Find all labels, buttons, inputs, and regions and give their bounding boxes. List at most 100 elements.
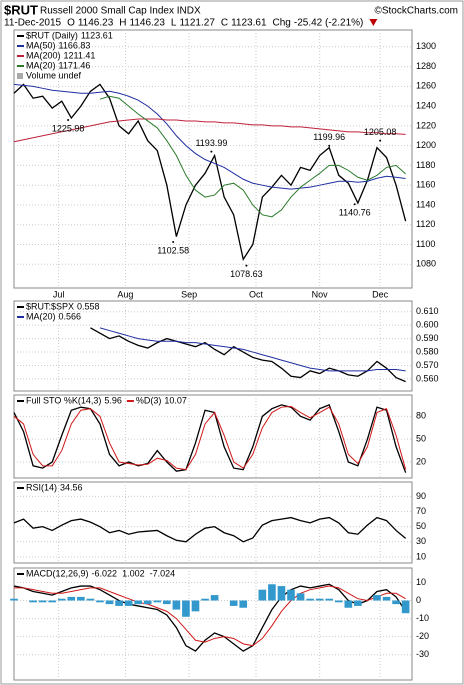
legend-label: MACD(12,26,9): [26, 568, 89, 578]
quote-value: 1146.23: [130, 18, 166, 29]
y-tick-label: 1120: [416, 219, 435, 229]
histogram-bar: [67, 596, 76, 601]
x-tick-label: Dec: [372, 289, 389, 299]
quote-value: 1121.27: [179, 18, 215, 29]
legend-label: MA(200): [26, 50, 61, 60]
annotation-point: [328, 144, 331, 147]
histogram-bar: [153, 600, 162, 603]
legend-label: $RUT (Daily): [26, 30, 78, 40]
legend-label: MA(20): [26, 311, 56, 321]
series-line: [13, 405, 407, 471]
y-tick-label: 10: [416, 551, 426, 561]
y-tick-label: 10: [416, 577, 426, 587]
series-line: [90, 327, 406, 383]
histogram-bar: [344, 600, 353, 608]
quote-value: 1123.61: [231, 18, 267, 29]
y-tick-label: -30: [416, 649, 429, 659]
legend-value: 10.07: [164, 395, 187, 405]
y-tick-label: 1220: [416, 120, 436, 130]
histogram-bar: [268, 584, 276, 601]
legend-value: 1123.61: [81, 30, 113, 40]
histogram-bar: [277, 586, 286, 601]
x-tick-label: Jul: [53, 289, 65, 299]
series-line: [13, 583, 407, 652]
histogram-bar: [77, 596, 85, 601]
histogram-bar: [229, 600, 238, 606]
legend-value: -7.024: [150, 568, 176, 578]
legend-value: 1211.41: [64, 50, 96, 60]
histogram-bar: [354, 600, 362, 606]
quote-label: H: [119, 18, 126, 29]
y-tick-label: 50: [416, 521, 426, 531]
series-line: [13, 83, 406, 190]
y-tick-label: 80: [416, 411, 426, 421]
legend-label: MA(50): [26, 40, 56, 50]
y-tick-label: 50: [416, 434, 426, 444]
histogram-bar: [373, 595, 381, 601]
histogram-bar: [287, 589, 295, 601]
legend-value: 1166.83: [59, 40, 91, 50]
histogram-bar: [182, 600, 190, 617]
y-tick-label: 30: [416, 536, 426, 546]
y-tick-label: 1100: [416, 239, 435, 249]
y-tick-label: 90: [416, 491, 426, 501]
annotation-point: [172, 240, 175, 243]
legend-note: Volume undef: [26, 70, 82, 80]
histogram-bar: [57, 598, 66, 601]
annotation-label: 1140.76: [339, 208, 371, 218]
histogram-bar: [124, 600, 133, 606]
legend-label: Full STO %K(14,3): [26, 395, 101, 405]
series-line: [13, 516, 407, 543]
histogram-bar: [239, 600, 248, 608]
panel-frame: [13, 394, 413, 479]
quote-label: L: [171, 18, 177, 29]
histogram-bar: [201, 598, 209, 601]
series-line: [13, 404, 407, 473]
annotation-label: 1205.08: [364, 127, 397, 137]
y-tick-label: 0.610: [416, 306, 439, 316]
symbol: $RUT: [4, 2, 38, 17]
histogram-bar: [38, 600, 47, 603]
annotation-label: 1199.96: [313, 132, 345, 142]
histogram-bar: [334, 600, 343, 603]
annotation-point: [245, 264, 248, 267]
histogram-bar: [96, 600, 104, 603]
y-tick-label: 20: [416, 456, 426, 466]
quote-value: -25.42 (-2.21%): [294, 18, 363, 29]
legend-value: -6.022: [92, 568, 118, 578]
histogram-bar: [29, 600, 37, 603]
y-tick-label: 0.600: [416, 320, 439, 330]
legend-label: MA(20): [26, 60, 56, 70]
y-tick-label: 1140: [416, 199, 435, 209]
y-tick-label: 0: [416, 595, 421, 605]
x-tick-label: Oct: [249, 289, 264, 299]
legend-label: $RUT:$SPX: [26, 301, 74, 311]
histogram-bar: [10, 598, 18, 601]
index-name: Russell 2000 Small Cap Index INDX: [40, 6, 201, 17]
annotation-label: 1225.98: [52, 123, 85, 133]
y-tick-label: 70: [416, 506, 426, 516]
annotation-label: 1102.58: [157, 245, 189, 255]
y-tick-label: 1180: [416, 160, 435, 170]
panel-frame: [13, 567, 413, 681]
y-tick-label: 0.580: [416, 346, 439, 356]
y-tick-label: 0.570: [416, 360, 439, 370]
histogram-bar: [163, 600, 171, 605]
x-tick-label: Sep: [181, 289, 197, 299]
x-tick-label: Nov: [312, 289, 329, 299]
histogram-bar: [315, 598, 324, 601]
histogram-bar: [172, 600, 181, 610]
panel-frame: [13, 300, 413, 392]
histogram-bar: [134, 600, 142, 605]
credit: ©StockCharts.com: [374, 6, 458, 17]
histogram-bar: [382, 596, 391, 601]
annotation-label: 1078.63: [230, 269, 263, 279]
legend-label: %D(3): [136, 395, 162, 405]
legend-value: 0.566: [59, 311, 82, 321]
histogram-bar: [48, 600, 57, 603]
legend-value: 1171.46: [59, 60, 91, 70]
series-line: [13, 118, 406, 143]
legend-label: RSI(14): [26, 482, 57, 492]
